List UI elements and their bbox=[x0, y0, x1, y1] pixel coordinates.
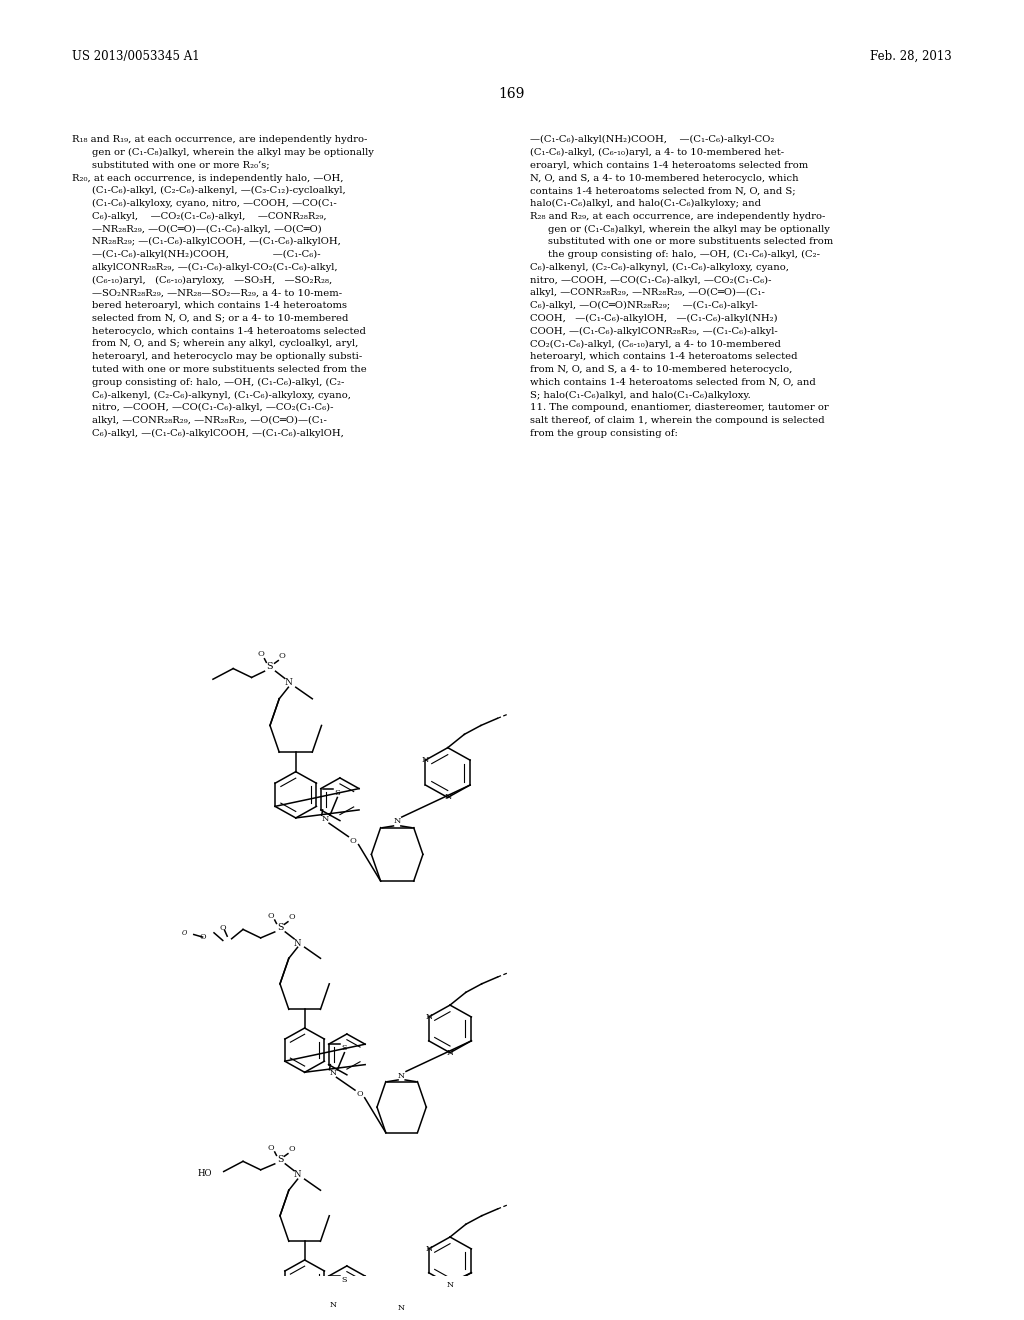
Text: C₆)-alkenyl, (C₂-C₆)-alkynyl, (C₁-C₆)-alkyloxy, cyano,: C₆)-alkenyl, (C₂-C₆)-alkynyl, (C₁-C₆)-al… bbox=[92, 391, 351, 400]
Text: from N, O, and S; wherein any alkyl, cycloalkyl, aryl,: from N, O, and S; wherein any alkyl, cyc… bbox=[92, 339, 358, 348]
Text: S: S bbox=[266, 663, 273, 672]
Text: (C₁-C₆)-alkyl, (C₂-C₆)-alkenyl, —(C₃-C₁₂)-cycloalkyl,: (C₁-C₆)-alkyl, (C₂-C₆)-alkenyl, —(C₃-C₁₂… bbox=[92, 186, 346, 195]
Text: S: S bbox=[342, 1276, 347, 1284]
Text: —(C₁-C₆)-alkyl(NH₂)COOH,              —(C₁-C₆)-: —(C₁-C₆)-alkyl(NH₂)COOH, —(C₁-C₆)- bbox=[92, 249, 321, 259]
Text: alkyl, —CONR₂₈R₂₉, —NR₂₈R₂₉, —O(C═O)—(C₁-: alkyl, —CONR₂₈R₂₉, —NR₂₈R₂₉, —O(C═O)—(C₁… bbox=[530, 288, 765, 297]
Text: substituted with one or more R₂₀’s;: substituted with one or more R₂₀’s; bbox=[92, 161, 269, 170]
Text: nitro, —COOH, —CO(C₁-C₆)-alkyl, —CO₂(C₁-C₆)-: nitro, —COOH, —CO(C₁-C₆)-alkyl, —CO₂(C₁-… bbox=[92, 403, 334, 412]
Text: N: N bbox=[322, 814, 329, 822]
Text: eroaryl, which contains 1-4 heteroatoms selected from: eroaryl, which contains 1-4 heteroatoms … bbox=[530, 161, 808, 170]
Text: N: N bbox=[446, 1280, 454, 1288]
Text: O: O bbox=[268, 912, 274, 920]
Text: O: O bbox=[219, 924, 226, 932]
Text: C₆)-alkyl, —O(C═O)NR₂₈R₂₉;    —(C₁-C₆)-alkyl-: C₆)-alkyl, —O(C═O)NR₂₈R₂₉; —(C₁-C₆)-alky… bbox=[530, 301, 758, 310]
Text: S: S bbox=[276, 1155, 284, 1164]
Text: N: N bbox=[285, 678, 292, 688]
Text: alkylCONR₂₈R₂₉, —(C₁-C₆)-alkyl-CO₂(C₁-C₆)-alkyl,: alkylCONR₂₈R₂₉, —(C₁-C₆)-alkyl-CO₂(C₁-C₆… bbox=[92, 263, 338, 272]
Text: O: O bbox=[279, 652, 286, 660]
Text: O: O bbox=[288, 1146, 295, 1154]
Text: N: N bbox=[294, 1171, 301, 1180]
Text: bered heteroaryl, which contains 1-4 heteroatoms: bered heteroaryl, which contains 1-4 het… bbox=[92, 301, 347, 310]
Text: halo(C₁-C₆)alkyl, and halo(C₁-C₆)alkyloxy; and: halo(C₁-C₆)alkyl, and halo(C₁-C₆)alkylox… bbox=[530, 199, 761, 209]
Text: —(C₁-C₆)-alkyl(NH₂)COOH,    —(C₁-C₆)-alkyl-CO₂: —(C₁-C₆)-alkyl(NH₂)COOH, —(C₁-C₆)-alkyl-… bbox=[530, 135, 774, 144]
Text: C₆)-alkenyl, (C₂-C₆)-alkynyl, (C₁-C₆)-alkyloxy, cyano,: C₆)-alkenyl, (C₂-C₆)-alkynyl, (C₁-C₆)-al… bbox=[530, 263, 790, 272]
Text: O: O bbox=[182, 929, 187, 937]
Text: COOH, —(C₁-C₆)-alkylCONR₂₈R₂₉, —(C₁-C₆)-alkyl-: COOH, —(C₁-C₆)-alkylCONR₂₈R₂₉, —(C₁-C₆)-… bbox=[530, 326, 778, 335]
Text: 169: 169 bbox=[499, 87, 525, 100]
Text: COOH,   —(C₁-C₆)-alkylOH,   —(C₁-C₆)-alkyl(NH₂): COOH, —(C₁-C₆)-alkylOH, —(C₁-C₆)-alkyl(N… bbox=[530, 314, 777, 323]
Text: Feb. 28, 2013: Feb. 28, 2013 bbox=[870, 50, 952, 63]
Text: N, O, and S, a 4- to 10-membered heterocyclo, which: N, O, and S, a 4- to 10-membered heteroc… bbox=[530, 173, 799, 182]
Text: N: N bbox=[330, 1302, 337, 1309]
Text: 11. The compound, enantiomer, diastereomer, tautomer or: 11. The compound, enantiomer, diastereom… bbox=[530, 403, 828, 412]
Text: nitro, —COOH, —CO(C₁-C₆)-alkyl, —CO₂(C₁-C₆)-: nitro, —COOH, —CO(C₁-C₆)-alkyl, —CO₂(C₁-… bbox=[530, 276, 771, 285]
Text: —SO₂NR₂₈R₂₉, —NR₂₈—SO₂—R₂₉, a 4- to 10-mem-: —SO₂NR₂₈R₂₉, —NR₂₈—SO₂—R₂₉, a 4- to 10-m… bbox=[92, 288, 342, 297]
Text: S: S bbox=[335, 789, 340, 797]
Text: C₆)-alkyl, —(C₁-C₆)-alkylCOOH, —(C₁-C₆)-alkylOH,: C₆)-alkyl, —(C₁-C₆)-alkylCOOH, —(C₁-C₆)-… bbox=[92, 429, 344, 438]
Text: heterocyclo, which contains 1-4 heteroatoms selected: heterocyclo, which contains 1-4 heteroat… bbox=[92, 326, 366, 335]
Text: HO: HO bbox=[197, 1168, 212, 1177]
Text: which contains 1-4 heteroatoms selected from N, O, and: which contains 1-4 heteroatoms selected … bbox=[530, 378, 816, 387]
Text: substituted with one or more substituents selected from: substituted with one or more substituent… bbox=[548, 238, 834, 247]
Text: from N, O, and S, a 4- to 10-membered heterocyclo,: from N, O, and S, a 4- to 10-membered he… bbox=[530, 364, 793, 374]
Text: —NR₂₈R₂₉, —O(C═O)—(C₁-C₆)-alkyl, —O(C═O): —NR₂₈R₂₉, —O(C═O)—(C₁-C₆)-alkyl, —O(C═O) bbox=[92, 224, 322, 234]
Text: R₂₈ and R₂₉, at each occurrence, are independently hydro-: R₂₈ and R₂₉, at each occurrence, are ind… bbox=[530, 211, 825, 220]
Text: N: N bbox=[294, 939, 301, 948]
Text: O: O bbox=[200, 933, 206, 941]
Text: (C₁-C₆)-alkyloxy, cyano, nitro, —COOH, —CO(C₁-: (C₁-C₆)-alkyloxy, cyano, nitro, —COOH, —… bbox=[92, 199, 337, 209]
Text: heteroaryl, which contains 1-4 heteroatoms selected: heteroaryl, which contains 1-4 heteroato… bbox=[530, 352, 798, 362]
Text: N: N bbox=[330, 1069, 337, 1077]
Text: (C₁-C₆)-alkyl, (C₆-₁₀)aryl, a 4- to 10-membered het-: (C₁-C₆)-alkyl, (C₆-₁₀)aryl, a 4- to 10-m… bbox=[530, 148, 784, 157]
Text: CO₂(C₁-C₆)-alkyl, (C₆-₁₀)aryl, a 4- to 10-membered: CO₂(C₁-C₆)-alkyl, (C₆-₁₀)aryl, a 4- to 1… bbox=[530, 339, 781, 348]
Text: contains 1-4 heteroatoms selected from N, O, and S;: contains 1-4 heteroatoms selected from N… bbox=[530, 186, 796, 195]
Text: O: O bbox=[257, 651, 264, 659]
Text: salt thereof, of claim 1, wherein the compound is selected: salt thereof, of claim 1, wherein the co… bbox=[530, 416, 824, 425]
Text: gen or (C₁-C₈)alkyl, wherein the alkyl may be optionally: gen or (C₁-C₈)alkyl, wherein the alkyl m… bbox=[548, 224, 829, 234]
Text: heteroaryl, and heterocyclo may be optionally substi-: heteroaryl, and heterocyclo may be optio… bbox=[92, 352, 362, 362]
Text: S: S bbox=[276, 923, 284, 932]
Text: R₁₈ and R₁₉, at each occurrence, are independently hydro-: R₁₈ and R₁₉, at each occurrence, are ind… bbox=[72, 135, 368, 144]
Text: R₂₀, at each occurrence, is independently halo, —OH,: R₂₀, at each occurrence, is independentl… bbox=[72, 173, 343, 182]
Text: tuted with one or more substituents selected from the: tuted with one or more substituents sele… bbox=[92, 364, 367, 374]
Text: N: N bbox=[393, 817, 400, 825]
Text: N: N bbox=[422, 756, 429, 764]
Text: O: O bbox=[356, 1090, 362, 1098]
Text: alkyl, —CONR₂₈R₂₉, —NR₂₈R₂₉, —O(C═O)—(C₁-: alkyl, —CONR₂₈R₂₉, —NR₂₈R₂₉, —O(C═O)—(C₁… bbox=[92, 416, 327, 425]
Text: S: S bbox=[342, 1044, 347, 1052]
Text: N: N bbox=[398, 1304, 406, 1312]
Text: N: N bbox=[444, 793, 452, 801]
Text: selected from N, O, and S; or a 4- to 10-membered: selected from N, O, and S; or a 4- to 10… bbox=[92, 314, 348, 323]
Text: NR₂₈R₂₉; —(C₁-C₆)-alkylCOOH, —(C₁-C₆)-alkylOH,: NR₂₈R₂₉; —(C₁-C₆)-alkylCOOH, —(C₁-C₆)-al… bbox=[92, 238, 341, 247]
Text: O: O bbox=[288, 913, 295, 921]
Text: (C₆-₁₀)aryl,   (C₆-₁₀)aryloxy,   —SO₃H,   —SO₂R₂₈,: (C₆-₁₀)aryl, (C₆-₁₀)aryloxy, —SO₃H, —SO₂… bbox=[92, 276, 332, 285]
Text: group consisting of: halo, —OH, (C₁-C₆)-alkyl, (C₂-: group consisting of: halo, —OH, (C₁-C₆)-… bbox=[92, 378, 344, 387]
Text: O: O bbox=[349, 837, 356, 845]
Text: C₆)-alkyl,    —CO₂(C₁-C₆)-alkyl,    —CONR₂₈R₂₉,: C₆)-alkyl, —CO₂(C₁-C₆)-alkyl, —CONR₂₈R₂₉… bbox=[92, 211, 327, 220]
Text: N: N bbox=[425, 1245, 432, 1253]
Text: N: N bbox=[398, 1072, 406, 1080]
Text: N: N bbox=[446, 1048, 454, 1057]
Text: N: N bbox=[425, 1012, 432, 1020]
Text: O: O bbox=[268, 1143, 274, 1152]
Text: gen or (C₁-C₈)alkyl, wherein the alkyl may be optionally: gen or (C₁-C₈)alkyl, wherein the alkyl m… bbox=[92, 148, 374, 157]
Text: the group consisting of: halo, —OH, (C₁-C₆)-alkyl, (C₂-: the group consisting of: halo, —OH, (C₁-… bbox=[548, 249, 820, 259]
Text: from the group consisting of:: from the group consisting of: bbox=[530, 429, 678, 438]
Text: US 2013/0053345 A1: US 2013/0053345 A1 bbox=[72, 50, 200, 63]
Text: S; halo(C₁-C₆)alkyl, and halo(C₁-C₆)alkyloxy.: S; halo(C₁-C₆)alkyl, and halo(C₁-C₆)alky… bbox=[530, 391, 751, 400]
